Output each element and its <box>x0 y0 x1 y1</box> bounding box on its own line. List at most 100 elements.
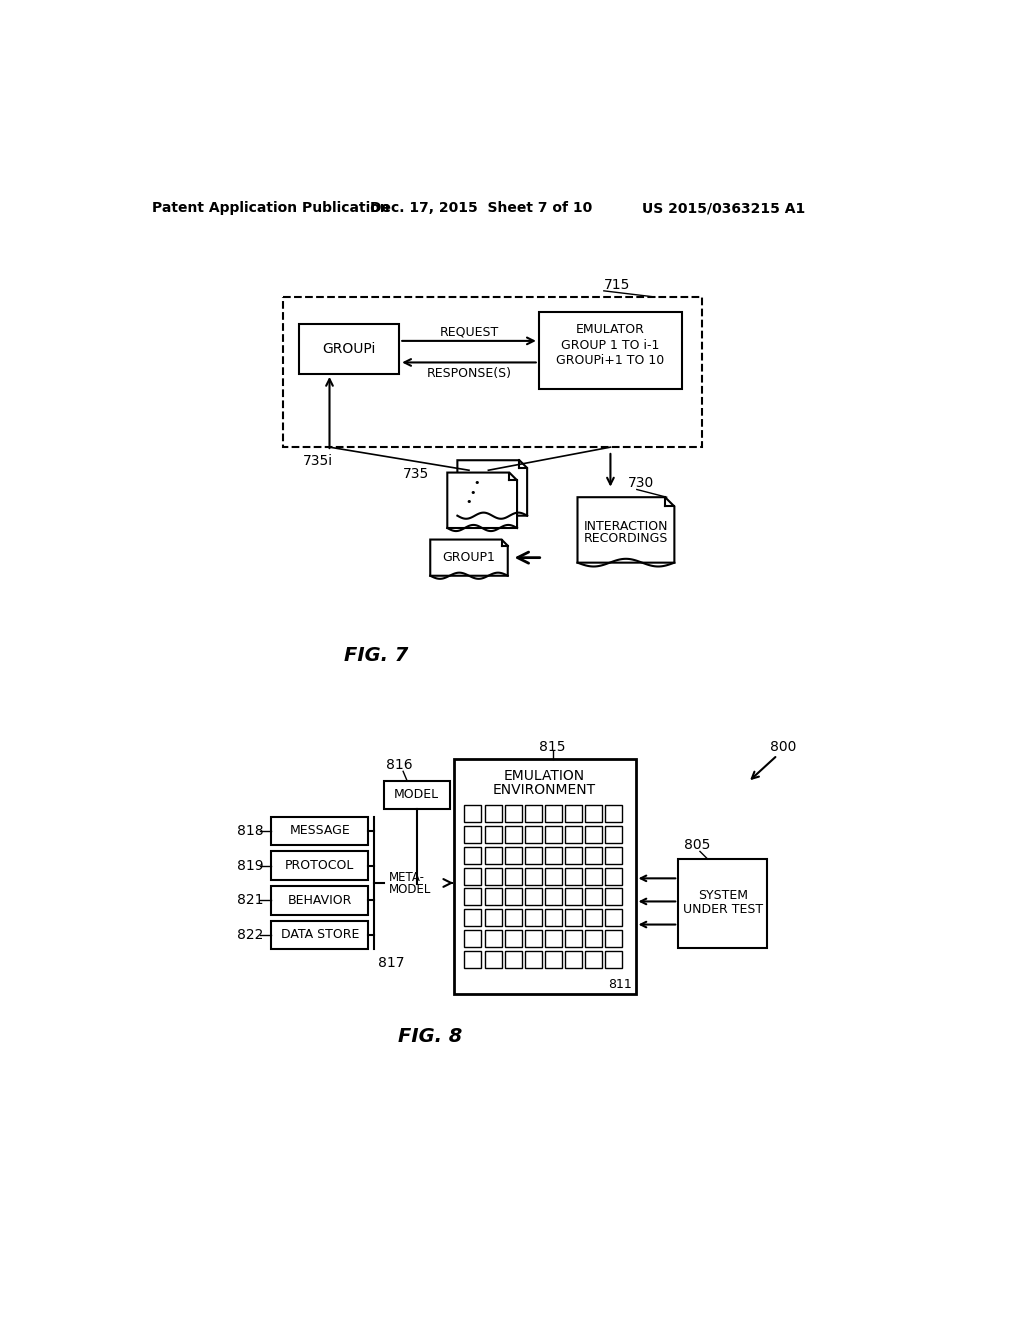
Bar <box>565 826 583 843</box>
Text: UNDER TEST: UNDER TEST <box>683 903 763 916</box>
Bar <box>586 909 602 927</box>
Bar <box>464 805 481 822</box>
Bar <box>524 909 542 927</box>
Text: Dec. 17, 2015  Sheet 7 of 10: Dec. 17, 2015 Sheet 7 of 10 <box>370 202 592 215</box>
Bar <box>484 847 502 863</box>
Bar <box>384 780 450 809</box>
Bar <box>605 867 623 884</box>
Text: REQUEST: REQUEST <box>439 325 499 338</box>
Text: PROTOCOL: PROTOCOL <box>285 859 354 873</box>
Text: 735: 735 <box>403 467 429 480</box>
Text: •: • <box>470 487 476 498</box>
Bar <box>505 805 521 822</box>
Text: GROUP 1 TO i-1: GROUP 1 TO i-1 <box>561 339 659 352</box>
Bar <box>545 805 562 822</box>
Text: 821: 821 <box>237 894 263 907</box>
Bar <box>464 909 481 927</box>
Text: MESSAGE: MESSAGE <box>290 825 350 837</box>
Bar <box>524 805 542 822</box>
Text: RESPONSE(S): RESPONSE(S) <box>427 367 512 380</box>
Text: RECORDINGS: RECORDINGS <box>584 532 668 545</box>
Text: META-: META- <box>389 871 425 884</box>
Bar <box>484 909 502 927</box>
Text: 715: 715 <box>604 279 630 293</box>
Text: DATA STORE: DATA STORE <box>281 928 359 941</box>
Bar <box>464 929 481 946</box>
Bar <box>545 888 562 906</box>
Bar <box>464 847 481 863</box>
Bar <box>524 888 542 906</box>
Bar <box>505 867 521 884</box>
Bar <box>464 826 481 843</box>
Bar <box>586 929 602 946</box>
Bar <box>565 888 583 906</box>
Bar <box>505 847 521 863</box>
Polygon shape <box>447 473 517 528</box>
Text: SYSTEM: SYSTEM <box>697 890 748 902</box>
Bar <box>545 950 562 968</box>
Bar <box>454 759 636 994</box>
Bar <box>505 929 521 946</box>
Bar <box>505 888 521 906</box>
Bar <box>545 909 562 927</box>
Bar <box>586 950 602 968</box>
Bar <box>545 847 562 863</box>
Text: FIG. 7: FIG. 7 <box>344 645 409 664</box>
Bar <box>271 817 369 845</box>
Text: BEHAVIOR: BEHAVIOR <box>288 894 352 907</box>
Text: 816: 816 <box>386 758 413 772</box>
Bar <box>271 851 369 880</box>
Text: ENVIRONMENT: ENVIRONMENT <box>493 783 596 797</box>
Text: GROUP1: GROUP1 <box>442 552 496 564</box>
Text: EMULATION: EMULATION <box>504 770 585 783</box>
Text: Patent Application Publication: Patent Application Publication <box>153 202 390 215</box>
Text: INTERACTION: INTERACTION <box>584 520 669 533</box>
Bar <box>586 826 602 843</box>
Bar <box>484 950 502 968</box>
Text: 730: 730 <box>629 477 654 490</box>
Text: 800: 800 <box>770 741 796 755</box>
Text: 815: 815 <box>540 739 566 754</box>
Text: 822: 822 <box>237 928 263 942</box>
Bar <box>605 805 623 822</box>
Bar <box>605 888 623 906</box>
Text: EMULATOR: EMULATOR <box>575 323 645 335</box>
Bar <box>271 921 369 949</box>
Bar <box>484 805 502 822</box>
Bar <box>565 867 583 884</box>
Bar <box>539 313 682 389</box>
Text: MODEL: MODEL <box>394 788 439 801</box>
Bar <box>524 867 542 884</box>
Bar <box>524 826 542 843</box>
Bar <box>565 929 583 946</box>
Polygon shape <box>578 498 675 562</box>
Bar <box>586 867 602 884</box>
Bar <box>565 909 583 927</box>
Text: 817: 817 <box>378 956 404 970</box>
Bar <box>484 867 502 884</box>
Bar <box>586 888 602 906</box>
Bar <box>565 805 583 822</box>
Bar <box>605 950 623 968</box>
Polygon shape <box>458 461 527 516</box>
Text: 818: 818 <box>237 824 263 838</box>
Text: GROUPi: GROUPi <box>323 342 376 356</box>
Bar <box>484 929 502 946</box>
Bar <box>565 950 583 968</box>
Bar <box>505 950 521 968</box>
Text: GROUPi+1 TO 10: GROUPi+1 TO 10 <box>556 354 665 367</box>
Text: MODEL: MODEL <box>389 883 431 896</box>
Bar <box>524 950 542 968</box>
Bar <box>484 826 502 843</box>
Bar <box>464 950 481 968</box>
Bar <box>605 929 623 946</box>
Text: •: • <box>466 496 472 507</box>
Bar <box>605 847 623 863</box>
Bar <box>299 323 399 374</box>
Text: FIG. 8: FIG. 8 <box>398 1027 463 1045</box>
Text: US 2015/0363215 A1: US 2015/0363215 A1 <box>642 202 805 215</box>
Bar <box>524 847 542 863</box>
Bar <box>605 909 623 927</box>
Text: 805: 805 <box>684 838 711 853</box>
Text: 735i: 735i <box>302 454 333 469</box>
